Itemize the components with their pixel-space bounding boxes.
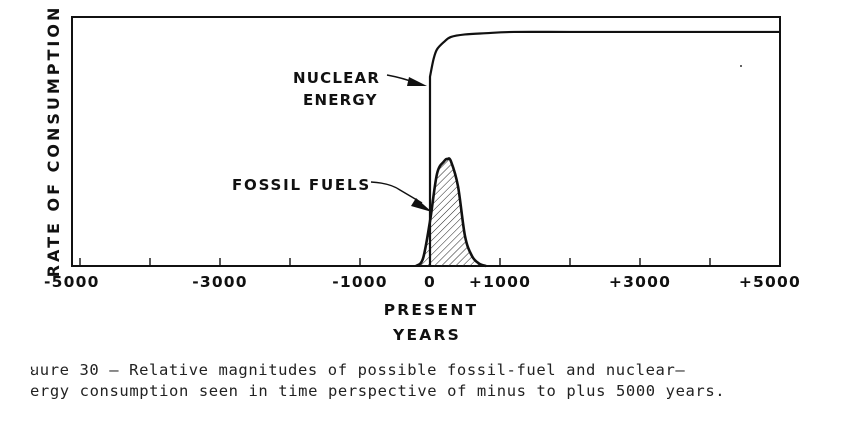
x-tick-label: -1000	[332, 273, 388, 291]
x-tick-label: +3000	[609, 273, 671, 291]
x-tick-label: +1000	[469, 273, 531, 291]
x-axis-label-years: YEARS	[392, 326, 461, 344]
caption-line-1: ꞟure 30 – Relative magnitudes of possibl…	[30, 361, 686, 379]
annotation-nuclear-label: NUCLEAR	[293, 69, 380, 87]
x-axis-tick-labels: -5000 -3000 -1000 0 +1000 +3000 +5000	[44, 273, 801, 291]
plot-frame	[71, 16, 781, 267]
annotation-fossil-fuels-label: FOSSIL FUELS	[232, 176, 371, 194]
annotation-fossil-fuels-arrow	[370, 181, 423, 204]
x-tick-label: -5000	[44, 273, 100, 291]
annotation-energy-label: ENERGY	[303, 91, 378, 109]
y-axis-label: RATE OF CONSUMPTION	[44, 5, 63, 278]
x-tick-label: 0	[424, 273, 436, 291]
series-fossil-fuels-fill	[416, 158, 486, 266]
x-axis-ticks	[79, 258, 781, 266]
x-tick-label: +5000	[739, 273, 801, 291]
x-axis-label-present: PRESENT	[384, 301, 479, 319]
caption-line-2: ergy consumption seen in time perspectiv…	[30, 382, 726, 400]
series-nuclear-energy-line	[428, 30, 780, 266]
annotation-nuclear-arrowhead	[407, 77, 427, 86]
x-tick-label: -3000	[192, 273, 248, 291]
stray-mark	[740, 65, 742, 67]
annotation-fossil-fuels-arrowhead	[411, 198, 432, 212]
